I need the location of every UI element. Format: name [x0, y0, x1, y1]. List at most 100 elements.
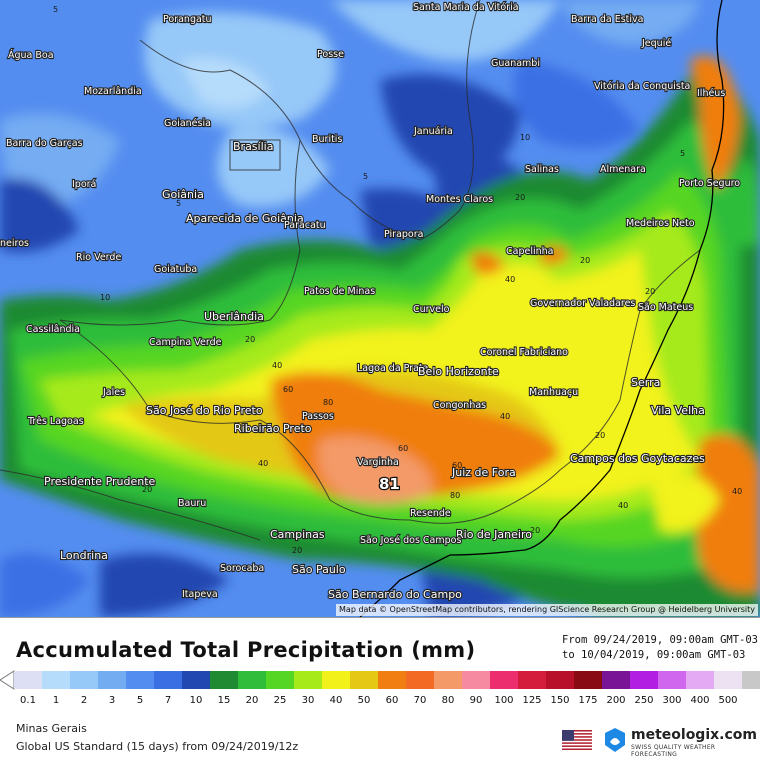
city-label: Posse: [317, 49, 344, 60]
contour-label: 40: [505, 275, 515, 284]
city-label: Sorocaba: [220, 563, 264, 574]
contour-label: 5: [53, 5, 58, 14]
scale-swatch: [126, 671, 154, 689]
scale-tick-label: 125: [522, 695, 542, 706]
city-label: Curvelo: [413, 304, 450, 315]
contour-labels: 5 5 5 5 5 10 10 20 20 20 20 20 20 20 20 …: [53, 1, 742, 555]
period-to: to 10/04/2019, 09:00am GMT-03: [562, 649, 746, 661]
scale-swatch: [490, 671, 518, 689]
scale-tick-label: 0.1: [20, 695, 36, 706]
scale-tick-label: 40: [329, 695, 343, 706]
region-name: Minas Gerais: [16, 722, 87, 735]
scale-tick-label: 200: [606, 695, 626, 706]
scale-tick-label: 10: [189, 695, 203, 706]
city-label: Patos de Minas: [304, 286, 375, 297]
scale-swatch: [210, 671, 238, 689]
city-label: Londrina: [60, 549, 108, 562]
contour-label: 40: [732, 487, 742, 496]
city-label: Paracatu: [284, 220, 326, 231]
contour-label: 20: [292, 546, 302, 555]
scale-tick-label: 3: [108, 695, 116, 706]
contour-label: 5: [363, 172, 368, 181]
scale-swatch: [266, 671, 294, 689]
contour-label: 60: [452, 461, 462, 470]
contour-label: 20: [580, 256, 590, 265]
scale-swatch: [42, 671, 70, 689]
scale-tick-label: 50: [357, 695, 371, 706]
scale-tick-label: 60: [385, 695, 399, 706]
city-label: Montes Claros: [426, 194, 493, 205]
city-label: Governador Valadares: [530, 298, 635, 309]
city-label: neiros: [0, 238, 29, 249]
scale-tick-label: 25: [273, 695, 287, 706]
city-label: Campos dos Goytacazes: [570, 452, 705, 465]
city-label: Capelinha: [506, 246, 553, 257]
contour-label: 20: [645, 287, 655, 296]
city-label: Bauru: [178, 498, 206, 509]
scale-tick-label: 7: [164, 695, 172, 706]
city-labels: Porangatu Santa Maria da Vitória Barra d…: [0, 1, 741, 602]
contour-label: 40: [500, 412, 510, 421]
us-flag-icon: [562, 730, 592, 750]
city-label: Barra da Estiva: [571, 14, 643, 25]
city-label: São José do Rio Preto: [146, 404, 263, 417]
city-label: Uberlândia: [204, 310, 264, 323]
scale-swatch: [686, 671, 714, 689]
city-label: Ilhéus: [697, 88, 725, 99]
contour-label: 40: [258, 459, 268, 468]
chart-title: Accumulated Total Precipitation (mm): [16, 638, 476, 662]
city-label: Iporá: [72, 179, 96, 190]
city-label: Serra: [631, 376, 660, 389]
scale-tick-label: 175: [578, 695, 598, 706]
coastline: [359, 0, 725, 617]
contour-label: 20: [245, 335, 255, 344]
contour-label: 10: [100, 293, 110, 302]
city-label: São Bernardo do Campo: [328, 588, 462, 601]
city-label: Salinas: [525, 164, 559, 175]
max-precip-value: 81: [379, 475, 400, 493]
scale-swatch: [546, 671, 574, 689]
city-label: Resende: [410, 508, 451, 519]
scale-tick-label: 2: [80, 695, 88, 706]
scale-min-arrow: [0, 670, 15, 690]
city-label: Congonhas: [433, 400, 486, 411]
contour-label: 5: [513, 1, 518, 10]
city-label: São Paulo: [292, 563, 346, 576]
scale-tick-label: 5: [136, 695, 144, 706]
scale-swatch: [98, 671, 126, 689]
city-label: Rio Verde: [76, 252, 121, 263]
city-label: Campinas: [270, 528, 325, 541]
contour-label: 10: [520, 133, 530, 142]
city-label: Coronel Fabriciano: [480, 347, 568, 358]
city-label: Goiatuba: [154, 264, 197, 275]
city-label: Almenara: [600, 164, 646, 175]
city-label: Juiz de Fora: [451, 466, 516, 479]
scale-swatch: [630, 671, 658, 689]
city-label: Manhuaçu: [529, 387, 578, 398]
scale-swatch: [14, 671, 42, 689]
meteologix-logo-icon: [605, 728, 625, 752]
contour-label: 5: [680, 149, 685, 158]
city-label: Água Boa: [8, 49, 54, 61]
contour-label: 60: [398, 444, 408, 453]
precipitation-field: [0, 0, 760, 617]
scale-tick-label: 1: [52, 695, 60, 706]
city-label: Aparecida de Goiânia: [186, 212, 304, 225]
model-run: Global US Standard (15 days) from 09/24/…: [16, 740, 299, 753]
city-label: Brasília: [233, 140, 273, 153]
state-borders: [0, 0, 701, 541]
scale-swatch: [518, 671, 546, 689]
scale-tick-label: 80: [441, 695, 455, 706]
city-label: Cassilândia: [26, 324, 80, 335]
contour-label: 20: [142, 485, 152, 494]
scale-tick-label: 20: [245, 695, 259, 706]
brand-logo[interactable]: meteologix.com SWISS QUALITY WEATHER FOR…: [603, 727, 760, 758]
contour-label: 40: [618, 501, 628, 510]
city-label: Goianésia: [164, 118, 211, 129]
scale-swatch: [154, 671, 182, 689]
scale-swatch: [406, 671, 434, 689]
scale-swatch: [182, 671, 210, 689]
scale-swatch: [462, 671, 490, 689]
city-label: São José dos Campos: [360, 535, 461, 546]
scale-swatch: [574, 671, 602, 689]
